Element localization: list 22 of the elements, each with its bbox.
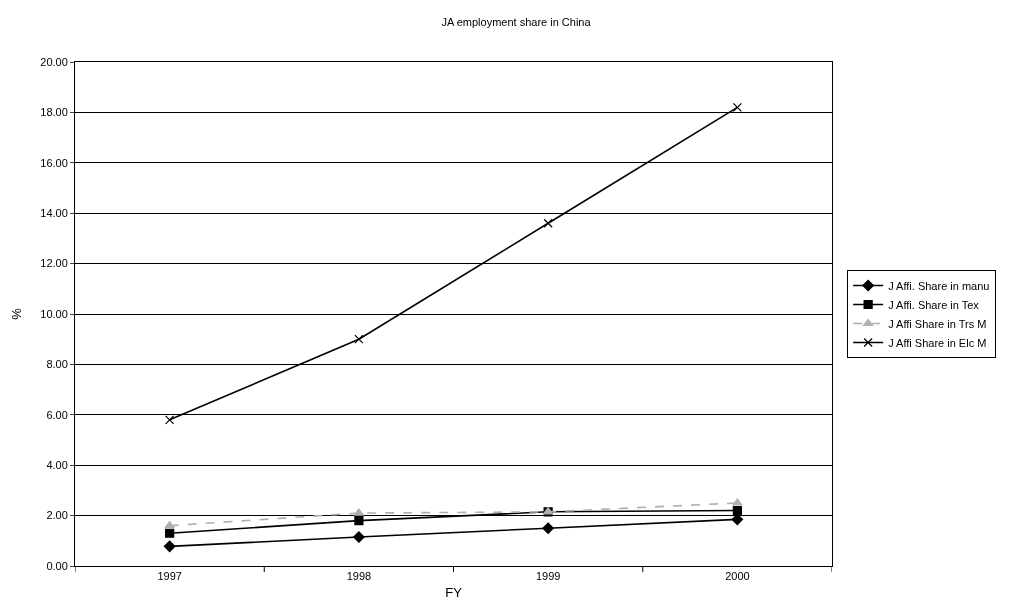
y-tick-label: 2.00 [46, 509, 68, 522]
y-tick-label: 14.00 [40, 207, 68, 220]
x-tick-label: 2000 [725, 570, 750, 583]
x-tick-label: 1997 [157, 570, 182, 583]
y-tick-label: 20.00 [40, 55, 68, 68]
legend-label: J Affi Share in Elc M [888, 336, 987, 349]
y-tick-label: 18.00 [40, 106, 68, 119]
y-tick-label: 0.00 [46, 559, 68, 572]
y-tick-label: 12.00 [40, 257, 68, 270]
y-tick-label: 4.00 [46, 459, 68, 472]
legend-label: J Affi. Share in manu [888, 279, 990, 292]
x-axis-title: FY [445, 584, 463, 600]
legend-label: J Affi. Share in Tex [888, 298, 980, 311]
legend-label: J Affi Share in Trs M [888, 317, 987, 330]
y-tick-label: 10.00 [40, 307, 68, 320]
y-axis-title: % [9, 307, 25, 320]
x-tick-label: 1998 [346, 570, 372, 583]
y-tick-label: 8.00 [46, 358, 68, 371]
x-tick-label: 1999 [535, 570, 561, 583]
y-tick-label: 6.00 [46, 408, 68, 421]
chart-title: JA employment share in China [441, 16, 592, 29]
y-tick-label: 16.00 [40, 156, 68, 169]
